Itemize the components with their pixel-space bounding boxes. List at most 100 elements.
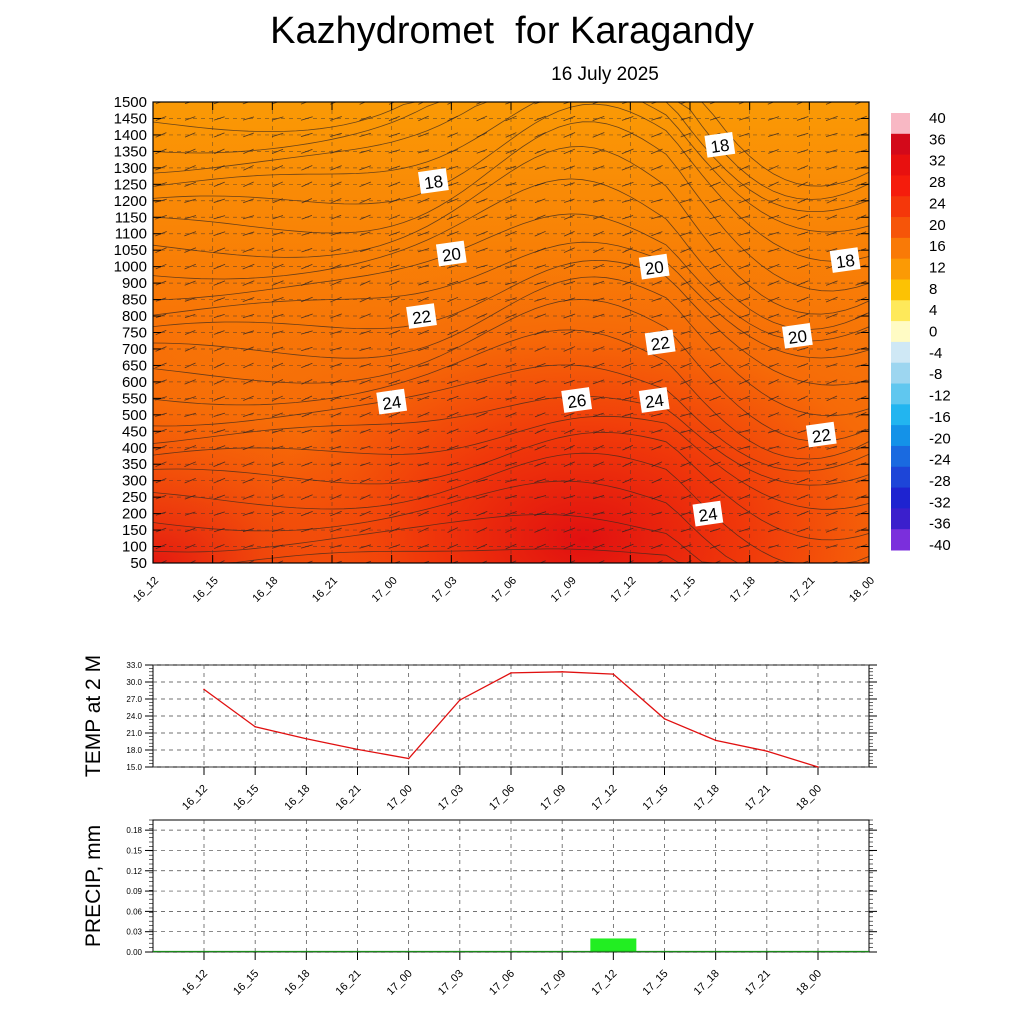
wind-barb	[242, 494, 255, 500]
colorbar-label: 4	[929, 302, 937, 319]
wind-barb	[738, 494, 751, 500]
wind-barb	[738, 429, 751, 434]
wind-barb	[593, 198, 604, 203]
colorbar-label: -12	[929, 388, 951, 405]
x-tick-label: 17_06	[489, 575, 519, 605]
wind-barb	[184, 396, 196, 401]
y-tick-label: 1200	[114, 193, 147, 210]
x-tick-label: 17_21	[787, 575, 817, 605]
wind-barb	[242, 461, 255, 467]
contour-label: 20	[435, 240, 467, 267]
wind-barb	[825, 313, 838, 319]
y-tick-label: 1050	[114, 242, 147, 259]
wind-barb	[184, 494, 196, 500]
wind-barb	[243, 544, 254, 549]
wind-barb	[359, 102, 367, 105]
wind-barb	[184, 330, 196, 335]
y-tick-label: 1150	[115, 209, 147, 226]
wind-barb	[563, 102, 571, 105]
wind-barb	[826, 478, 838, 484]
wind-barb	[330, 296, 342, 303]
wind-barb	[680, 494, 692, 500]
wind-barb	[272, 395, 283, 402]
wind-barb	[680, 412, 692, 417]
wind-barb	[509, 560, 517, 563]
x-tick-label: 17_15	[641, 783, 671, 813]
y-tick-label: 250	[122, 489, 147, 506]
wind-barb	[651, 280, 663, 286]
wind-barb	[738, 215, 751, 220]
wind-barb	[272, 429, 284, 434]
y-tick-label: 1450	[114, 110, 147, 127]
contour-label-bg	[692, 500, 724, 527]
wind-barb	[593, 428, 604, 434]
wind-barb	[738, 198, 751, 204]
wind-barb	[651, 247, 663, 253]
wind-barb	[247, 560, 254, 563]
wind-barb	[417, 363, 430, 368]
wind-barb	[830, 560, 838, 563]
wind-barb	[417, 132, 430, 138]
wind-barb	[592, 165, 605, 171]
wind-barb	[243, 346, 254, 352]
colorbar-swatch	[891, 529, 910, 551]
colorbar-swatch	[891, 237, 910, 260]
wind-barb	[359, 132, 372, 137]
wind-barb	[271, 102, 279, 105]
wind-barb	[593, 264, 604, 270]
contour-label-text: 22	[411, 307, 432, 328]
wind-barb	[768, 395, 779, 402]
contour-label: 26	[561, 387, 593, 413]
wind-barb	[447, 102, 454, 105]
wind-barb	[334, 560, 342, 563]
wind-barb	[392, 561, 401, 563]
contour-label: 22	[644, 329, 676, 356]
colorbar-label: 16	[929, 238, 946, 255]
y-tick-label: 200	[122, 506, 147, 523]
colorbar-label: 8	[929, 281, 937, 298]
wind-barb	[418, 329, 429, 336]
wind-barb	[155, 102, 163, 105]
wind-barb	[359, 527, 371, 533]
wind-barb	[359, 379, 372, 385]
wind-barb	[738, 412, 751, 418]
contour-label-bg	[644, 329, 676, 356]
wind-barb	[650, 181, 663, 187]
wind-barb	[739, 132, 750, 138]
x-tick-label: 17_18	[728, 575, 758, 605]
wind-barb	[826, 198, 838, 204]
wind-barb	[418, 296, 429, 303]
wind-barb	[388, 102, 396, 105]
wind-barb	[330, 494, 342, 500]
x-tick-label: 17_09	[549, 575, 579, 605]
wind-barb	[826, 395, 838, 402]
x-tick-label: 16_12	[180, 783, 210, 813]
y-tick-label: 0.06	[126, 907, 142, 916]
contour-label-bg	[805, 421, 837, 448]
wind-barb	[680, 297, 692, 302]
colorbar-label: 28	[929, 174, 946, 191]
wind-barb	[359, 330, 372, 335]
wind-barb	[243, 132, 254, 138]
wind-barb	[593, 461, 604, 467]
wind-barb	[680, 330, 692, 335]
wind-barb	[359, 412, 371, 418]
wind-barb	[680, 116, 692, 121]
wind-barb	[359, 296, 371, 303]
wind-barb	[592, 280, 605, 286]
wind-barb	[243, 395, 254, 401]
contour-label-text: 22	[811, 425, 832, 446]
precip-chart: 0.00 0.03 0.06 0.09 0.12 0.15 0.18 16_12 16_15 16…	[82, 819, 877, 998]
wind-barb	[767, 445, 780, 450]
y-tick-label: 550	[122, 390, 147, 407]
wind-barb	[651, 314, 663, 319]
y-tick-label: 500	[122, 407, 147, 424]
wind-barb	[272, 215, 284, 220]
x-tick-label: 17_21	[743, 968, 773, 998]
wind-barb	[826, 379, 838, 385]
wind-barb	[184, 198, 197, 203]
colorbar-label: 36	[929, 131, 946, 148]
wind-barb	[359, 280, 371, 286]
y-axis-label: TEMP at 2 M	[82, 655, 105, 777]
wind-barb	[855, 102, 863, 105]
